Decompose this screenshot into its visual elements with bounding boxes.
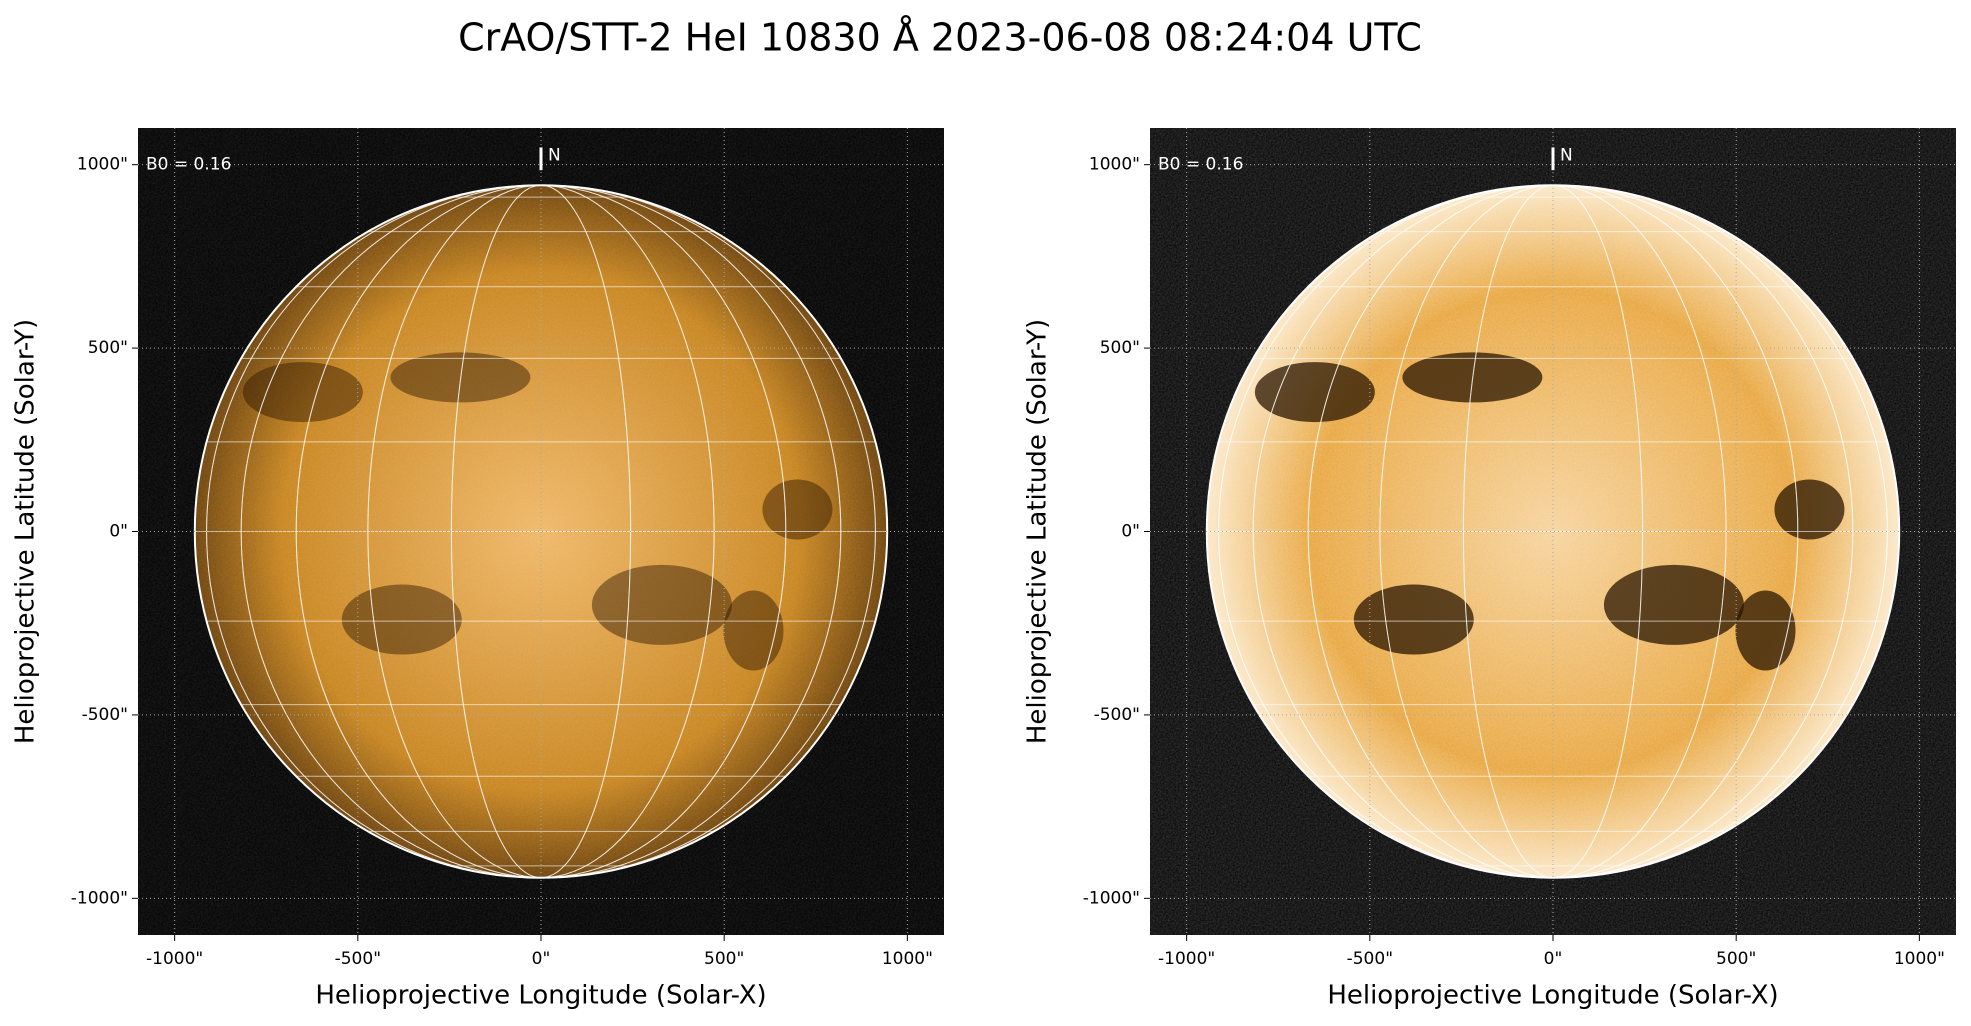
y-tick-label: -1000" — [1083, 888, 1140, 908]
x-tick-label: 500" — [704, 949, 744, 969]
y-tick-label: 1000" — [77, 155, 128, 175]
filament — [242, 362, 363, 423]
x-tick-label: 500" — [1716, 949, 1756, 969]
y-tick-label: 1000" — [1089, 155, 1140, 175]
panel: -1000" -500" 0" 500" 1000" -1000" -500" 0" 500" 1… — [11, 128, 944, 1011]
x-tick-label: 1000" — [882, 949, 933, 969]
y-tick-label: 500" — [88, 338, 128, 358]
filament — [591, 564, 732, 645]
x-tick-label: -500" — [335, 949, 381, 969]
y-axis-label: Helioprojective Latitude (Solar-Y) — [1023, 319, 1053, 744]
x-tick-label: -500" — [1347, 949, 1393, 969]
x-tick-label: 0" — [1544, 949, 1563, 969]
panel: -1000" -500" 0" 500" 1000" -1000" -500" 0" 500" 1… — [1023, 128, 1956, 1011]
y-tick-label: 0" — [109, 522, 128, 542]
x-tick-label: -1000" — [146, 949, 203, 969]
filament — [341, 584, 462, 655]
y-tick-label: -500" — [82, 705, 128, 725]
north-label: N — [548, 146, 561, 166]
x-axis-label: Helioprojective Longitude (Solar-X) — [1327, 981, 1778, 1011]
x-axis-label: Helioprojective Longitude (Solar-X) — [315, 981, 766, 1011]
filament — [1254, 362, 1375, 423]
filament — [1774, 479, 1845, 540]
y-tick-label: -1000" — [71, 888, 128, 908]
figure-title: CrAO/STT-2 HeI 10830 Å 2023-06-08 08:24:… — [458, 16, 1422, 60]
filament — [723, 590, 784, 671]
annotation: B0 = 0.16 — [146, 155, 231, 175]
y-tick-label: 500" — [1100, 338, 1140, 358]
x-tick-label: 1000" — [1894, 949, 1945, 969]
x-tick-label: 0" — [532, 949, 551, 969]
annotation: B0 = 0.16 — [1158, 155, 1243, 175]
y-axis-label: Helioprojective Latitude (Solar-Y) — [11, 319, 41, 744]
filament — [762, 479, 833, 540]
filament — [1735, 590, 1796, 671]
y-tick-label: -500" — [1094, 705, 1140, 725]
y-tick-label: 0" — [1121, 522, 1140, 542]
filament — [1603, 564, 1744, 645]
x-tick-label: -1000" — [1158, 949, 1215, 969]
north-label: N — [1560, 146, 1573, 166]
filament — [1353, 584, 1474, 655]
